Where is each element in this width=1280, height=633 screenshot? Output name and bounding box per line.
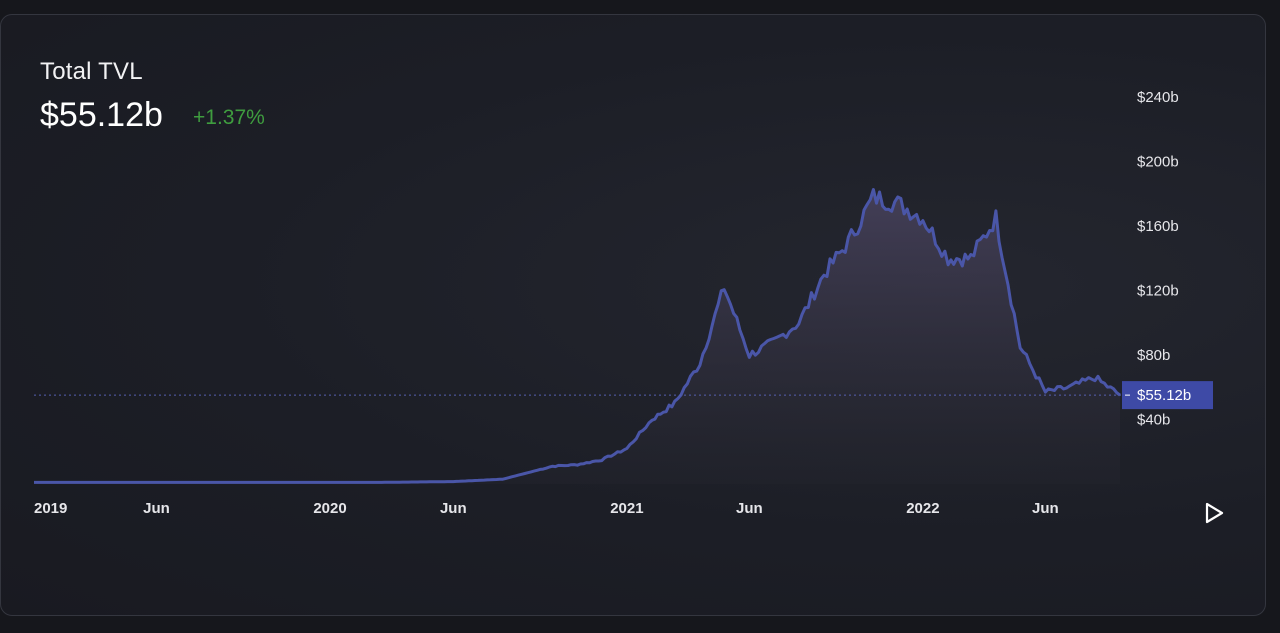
play-icon[interactable] bbox=[1203, 502, 1225, 524]
y-tick-label: $200b bbox=[1137, 154, 1179, 171]
current-value-label: $55.12b bbox=[1137, 387, 1191, 404]
y-tick-label: $40b bbox=[1137, 412, 1170, 429]
tvl-value: $55.12b bbox=[40, 96, 163, 134]
y-tick-label: $120b bbox=[1137, 283, 1179, 300]
x-tick-label: Jun bbox=[440, 500, 467, 517]
x-tick-label: Jun bbox=[143, 500, 170, 517]
x-tick-label: 2021 bbox=[610, 500, 643, 517]
chart-title: Total TVL bbox=[40, 58, 143, 85]
x-tick-label: 2022 bbox=[906, 500, 939, 517]
current-value-badge bbox=[1122, 381, 1213, 410]
tvl-area-fill bbox=[34, 189, 1120, 484]
x-tick-label: 2019 bbox=[34, 500, 67, 517]
y-tick-label: $80b bbox=[1137, 347, 1170, 364]
x-tick-label: Jun bbox=[736, 500, 763, 517]
tvl-change: +1.37% bbox=[193, 106, 265, 129]
x-tick-label: 2020 bbox=[313, 500, 346, 517]
x-tick-label: Jun bbox=[1032, 500, 1059, 517]
tvl-series-line bbox=[34, 188, 1121, 484]
tvl-chart-card bbox=[0, 14, 1266, 616]
y-tick-label: $160b bbox=[1137, 218, 1179, 235]
y-tick-label: $240b bbox=[1137, 89, 1179, 106]
